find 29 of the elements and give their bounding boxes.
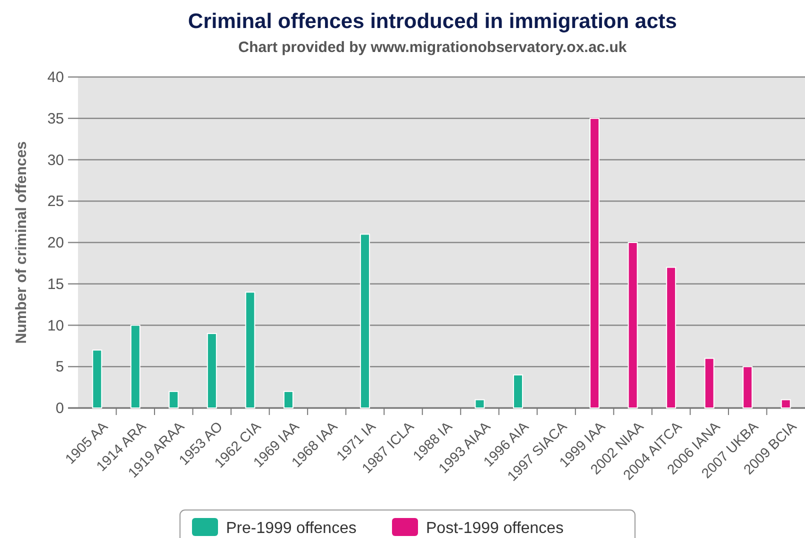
y-tick-label: 20 bbox=[47, 234, 64, 252]
bar bbox=[780, 399, 791, 408]
y-tick-label: 40 bbox=[47, 69, 64, 86]
chart-subtitle: Chart provided by www.migrationobservatory.ox.ac.uk bbox=[238, 39, 628, 56]
bar bbox=[628, 242, 638, 408]
y-tick-label: 0 bbox=[56, 400, 64, 417]
y-tick-label: 5 bbox=[56, 358, 64, 376]
y-tick-label: 25 bbox=[47, 193, 64, 210]
bar bbox=[742, 366, 753, 408]
y-tick-label: 15 bbox=[47, 276, 64, 293]
y-tick-label: 10 bbox=[47, 317, 64, 334]
bar bbox=[513, 374, 524, 408]
bar bbox=[206, 333, 217, 408]
bar bbox=[666, 266, 676, 408]
bar bbox=[130, 324, 140, 408]
legend-label: Post-1999 offences bbox=[426, 520, 564, 537]
legend-label: Pre-1999 offences bbox=[226, 520, 356, 537]
chart-title: Criminal offences introduced in immigration acts bbox=[188, 10, 677, 33]
bar bbox=[92, 350, 102, 408]
bar bbox=[590, 118, 600, 408]
bar bbox=[704, 358, 714, 408]
bar bbox=[168, 390, 179, 408]
bar bbox=[245, 292, 256, 408]
bar bbox=[360, 234, 370, 408]
bar bbox=[283, 390, 294, 408]
y-tick-label: 35 bbox=[47, 110, 64, 128]
bar bbox=[474, 399, 485, 408]
y-tick-label: 30 bbox=[47, 152, 64, 169]
y-axis-title: Number of criminal offences bbox=[13, 141, 30, 344]
